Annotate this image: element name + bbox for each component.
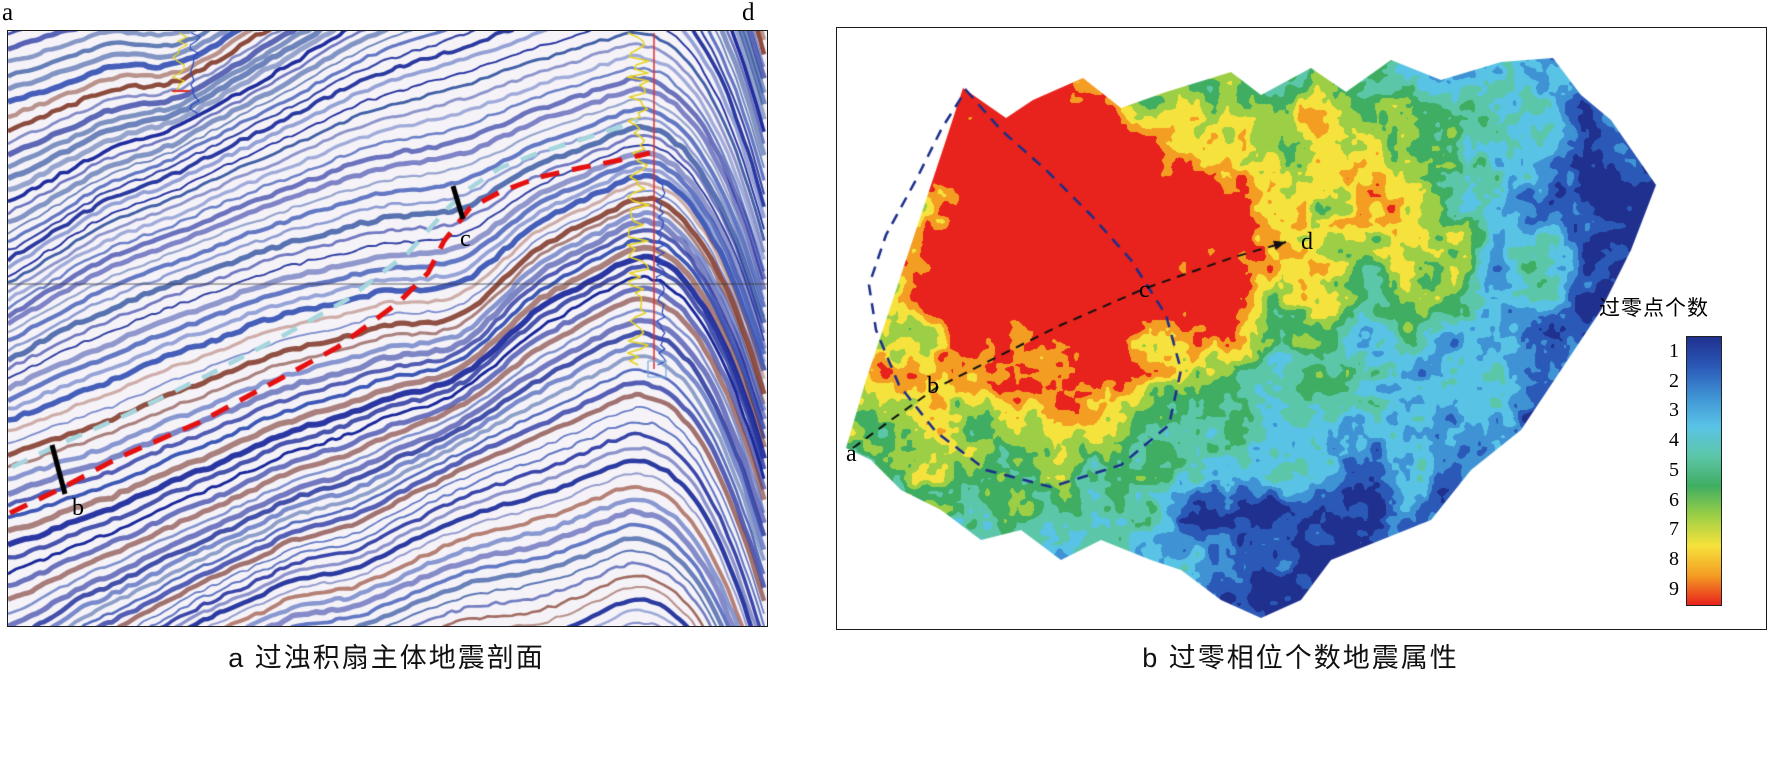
colorbar-tick: 9: [1669, 578, 1679, 600]
colorbar-title: 过零点个数: [1599, 296, 1709, 320]
colorbar-tick: 5: [1669, 458, 1679, 481]
traverse-label-b: b: [927, 373, 939, 399]
panel-a-caption: a 过浊积扇主体地震剖面: [228, 643, 545, 673]
section-endpoint-label-a: a: [2, 0, 14, 26]
colorbar-tick: 4: [1669, 429, 1679, 452]
seismic-section-image: [8, 31, 767, 626]
horizon-marker-label-b: b: [72, 495, 84, 521]
colorbar-ticks: 1 2 3 4 5 6 7 8 9: [1669, 336, 1679, 604]
attribute-map-image: [837, 28, 1766, 629]
section-endpoint-label-d: d: [742, 0, 755, 26]
colorbar-gradient: [1686, 336, 1722, 606]
seismic-section-frame: b c: [7, 30, 768, 627]
traverse-label-a: a: [846, 441, 857, 467]
attribute-map-frame: a b c d 过零点个数 1 2 3 4 5 6 7 8 9: [836, 27, 1767, 630]
colorbar-body: 1 2 3 4 5 6 7 8 9: [1586, 336, 1722, 606]
colorbar-tick: 1: [1669, 339, 1679, 362]
colorbar-tick: 7: [1669, 518, 1679, 541]
colorbar-legend: 过零点个数 1 2 3 4 5 6 7 8 9: [1586, 292, 1722, 606]
horizon-marker-label-c: c: [460, 226, 471, 252]
colorbar-tick: 6: [1669, 488, 1679, 511]
panel-b-caption: b 过零相位个数地震属性: [1142, 643, 1459, 673]
traverse-label-d: d: [1301, 229, 1313, 255]
colorbar-tick: 2: [1669, 369, 1679, 392]
colorbar-tick: 3: [1669, 399, 1679, 422]
traverse-label-c: c: [1139, 277, 1150, 303]
colorbar-tick: 8: [1669, 548, 1679, 571]
